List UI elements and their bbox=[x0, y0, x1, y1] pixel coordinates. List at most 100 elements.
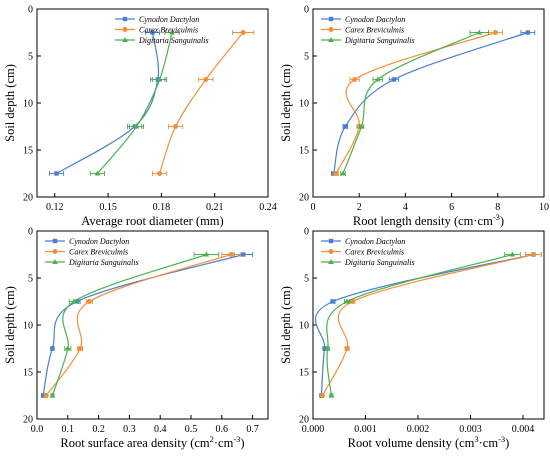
data-point bbox=[531, 252, 536, 257]
x-tick-label: 0.0 bbox=[31, 424, 44, 435]
data-point bbox=[71, 298, 77, 304]
data-point bbox=[203, 251, 210, 257]
data-point bbox=[40, 393, 46, 398]
chart-panel-3: 0.0 0.1 0.2 0.3 0.4 0.5 0.6 0.7 0 5 10 15 20 Root sur… bbox=[3, 227, 269, 450]
series-line bbox=[321, 253, 534, 396]
data-point bbox=[333, 171, 339, 176]
x-tick-label: 0.2 bbox=[92, 424, 105, 435]
data-point bbox=[157, 171, 163, 176]
data-point bbox=[49, 392, 56, 398]
chart-panel-1: 0.12 0.15 0.18 0.21 0.24 0 5 10 15 20 Average root… bbox=[3, 5, 277, 229]
x-tick-label: 0.004 bbox=[512, 424, 535, 435]
y-tick-label: 10 bbox=[299, 321, 309, 332]
legend-label: Cynodon Dactylon bbox=[69, 237, 129, 246]
y-tick-label: 0 bbox=[304, 227, 309, 238]
legend-label: Carex Breviculmis bbox=[69, 248, 128, 257]
series-2 bbox=[43, 252, 241, 398]
x-tick-label: 0.1 bbox=[62, 424, 75, 435]
data-point bbox=[240, 30, 246, 35]
series-line bbox=[51, 253, 207, 396]
y-tick-label: 20 bbox=[23, 193, 33, 204]
data-point bbox=[228, 252, 234, 257]
data-point bbox=[525, 30, 531, 35]
x-tick-label: 0.002 bbox=[407, 424, 430, 435]
data-point bbox=[77, 346, 83, 351]
x-tick-label: 0.7 bbox=[246, 424, 259, 435]
chart-panel-4: 0.000 0.001 0.002 0.003 0.004 0 5 10 15 20 Root vo… bbox=[279, 227, 545, 450]
y-tick-label: 15 bbox=[299, 146, 309, 157]
y-tick-label: 15 bbox=[23, 368, 33, 379]
data-point bbox=[173, 124, 179, 129]
y-tick-label: 20 bbox=[23, 415, 33, 426]
data-point bbox=[150, 30, 155, 35]
legend-marker bbox=[122, 16, 128, 22]
series-3 bbox=[324, 251, 521, 398]
y-tick-label: 0 bbox=[28, 5, 33, 16]
y-axis-title: Soil depth (cm) bbox=[279, 64, 293, 142]
data-point bbox=[344, 298, 350, 304]
legend-label: Digitaria Sanguinalis bbox=[138, 36, 209, 45]
series-line bbox=[159, 32, 244, 174]
x-tick-label: 0.3 bbox=[123, 424, 136, 435]
x-tick-label: 0 bbox=[311, 202, 316, 213]
x-axis-title: Root length density (cm·cm-3) bbox=[353, 212, 504, 228]
y-tick-label: 5 bbox=[28, 52, 33, 63]
data-point bbox=[65, 345, 71, 351]
series-line bbox=[56, 32, 160, 175]
data-point bbox=[43, 393, 49, 398]
x-axis-title: Average root diameter (mm) bbox=[81, 214, 223, 228]
series-2 bbox=[333, 30, 503, 176]
data-point bbox=[358, 123, 365, 129]
y-tick-label: 10 bbox=[23, 321, 33, 332]
data-point bbox=[352, 77, 358, 82]
series-line bbox=[326, 253, 513, 396]
series-line bbox=[333, 31, 529, 174]
series-3 bbox=[49, 251, 220, 398]
legend-label: Carex Breviculmis bbox=[139, 26, 198, 35]
y-tick-label: 15 bbox=[23, 146, 33, 157]
x-tick-label: 0.15 bbox=[99, 202, 117, 213]
legend: Cynodon Dactylon Carex BreviculmisDigitar… bbox=[321, 15, 415, 45]
data-point bbox=[50, 346, 55, 351]
legend-marker bbox=[328, 259, 334, 264]
x-tick-label: 0.6 bbox=[216, 424, 229, 435]
data-point bbox=[391, 77, 397, 82]
legend-label: Cynodon Dactylon bbox=[345, 237, 405, 246]
data-point bbox=[344, 346, 350, 351]
legend-marker bbox=[52, 249, 58, 254]
y-tick-label: 15 bbox=[299, 368, 309, 379]
y-tick-label: 0 bbox=[28, 227, 33, 238]
series-line bbox=[314, 253, 534, 396]
series-3 bbox=[89, 29, 180, 176]
series-1 bbox=[314, 252, 542, 398]
legend-label: Digitaria Sanguinalis bbox=[344, 36, 415, 45]
x-tick-label: 6 bbox=[449, 202, 454, 213]
x-tick-label: 0.4 bbox=[154, 424, 167, 435]
legend-marker bbox=[328, 238, 334, 244]
x-axis-title: Root surface area density (cm2·cm-3) bbox=[60, 434, 244, 450]
x-tick-label: 2 bbox=[357, 202, 362, 213]
data-point bbox=[241, 252, 246, 257]
series-2 bbox=[152, 30, 255, 176]
series-1 bbox=[48, 30, 166, 176]
data-point bbox=[328, 392, 335, 398]
legend-label: Cynodon Dactylon bbox=[345, 15, 405, 24]
legend: Cynodon Dactylon Carex BreviculmisDigitar… bbox=[321, 237, 415, 267]
legend-marker bbox=[328, 37, 334, 42]
y-tick-label: 5 bbox=[28, 274, 33, 285]
data-point bbox=[156, 76, 163, 82]
y-tick-label: 10 bbox=[299, 99, 309, 110]
data-point bbox=[319, 393, 325, 398]
data-point bbox=[343, 124, 348, 129]
series-line bbox=[45, 253, 232, 396]
x-tick-label: 0.24 bbox=[259, 202, 277, 213]
x-tick-label: 10 bbox=[539, 202, 549, 213]
y-axis-title: Soil depth (cm) bbox=[3, 64, 17, 142]
x-tick-label: 8 bbox=[495, 202, 500, 213]
legend-label: Carex Breviculmis bbox=[345, 26, 404, 35]
x-axis-title: Root volume density (cm3·cm-3) bbox=[348, 434, 510, 450]
data-point bbox=[86, 299, 92, 304]
y-tick-label: 20 bbox=[299, 415, 309, 426]
x-tick-label: 0.001 bbox=[354, 424, 377, 435]
y-tick-label: 10 bbox=[23, 99, 33, 110]
